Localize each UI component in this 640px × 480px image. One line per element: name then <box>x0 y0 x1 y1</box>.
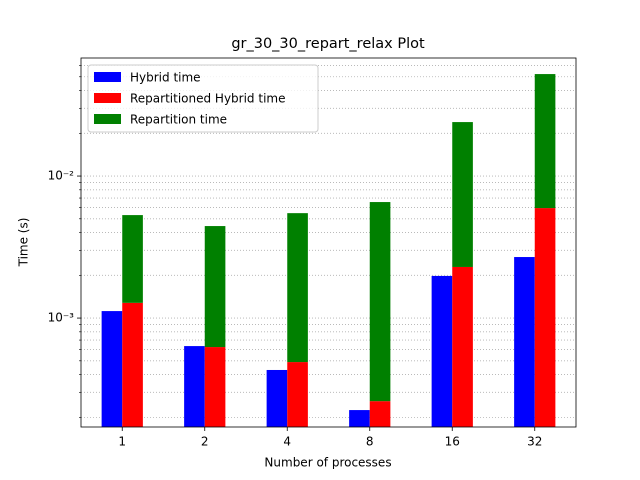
y-tick-label: 10⁻² <box>48 169 75 183</box>
bar <box>266 369 288 427</box>
legend-swatch <box>94 114 121 124</box>
bar <box>349 410 370 427</box>
bar <box>184 346 205 427</box>
bar <box>431 275 453 427</box>
bar <box>122 215 143 303</box>
x-tick-label: 4 <box>283 435 291 449</box>
legend-swatch <box>94 72 121 82</box>
x-tick-label: 32 <box>527 435 542 449</box>
legend-label: Hybrid time <box>130 71 201 85</box>
bar <box>452 266 473 427</box>
legend-box <box>87 64 319 133</box>
bar <box>287 362 308 427</box>
x-tick-label: 16 <box>445 435 460 449</box>
legend-label: Repartitioned Hybrid time <box>130 92 285 106</box>
bar <box>204 226 226 348</box>
bar <box>369 401 391 427</box>
y-axis-label: Time (s) <box>17 218 31 268</box>
legend-swatch <box>94 93 121 103</box>
x-tick-label: 1 <box>118 435 126 449</box>
x-tick-label: 2 <box>201 435 209 449</box>
x-tick-label: 8 <box>366 435 374 449</box>
bar <box>514 257 535 427</box>
x-axis-label: Number of processes <box>264 456 391 470</box>
bar <box>204 347 226 427</box>
bar <box>534 74 556 209</box>
bar <box>122 302 143 427</box>
bar <box>452 122 473 267</box>
legend-label: Repartition time <box>130 113 227 127</box>
y-tick-label: 10⁻³ <box>48 311 75 325</box>
bar <box>101 311 123 427</box>
bar <box>369 202 391 402</box>
bar <box>534 208 556 427</box>
chart-title: gr_30_30_repart_relax Plot <box>231 36 425 52</box>
bar <box>287 213 308 363</box>
plot-frame <box>80 57 577 428</box>
